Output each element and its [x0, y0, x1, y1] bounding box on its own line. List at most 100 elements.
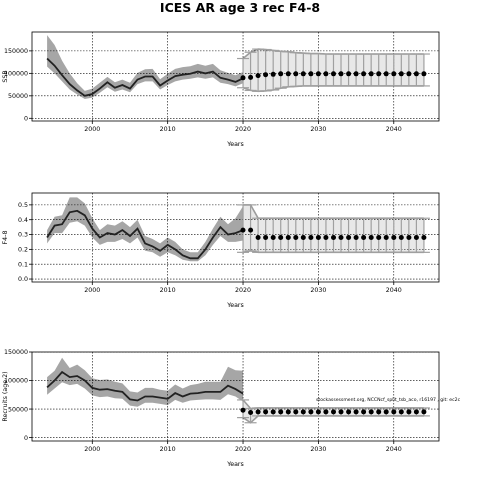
x-tick-label: 2030 [310, 446, 326, 453]
projection-point [308, 235, 314, 240]
projection-point [338, 71, 344, 77]
projection-errorbar [244, 51, 257, 92]
projection-point [398, 71, 404, 77]
projection-point [240, 227, 246, 233]
y-tick-label: 100000 [4, 378, 28, 385]
projection-point [255, 235, 261, 240]
x-tick-label: 2000 [84, 126, 100, 133]
y-tick-label: 50000 [8, 406, 28, 413]
projection-point [248, 74, 254, 80]
projection-point [323, 235, 329, 240]
projection-point [398, 235, 404, 240]
projection-point [346, 409, 352, 415]
projection-point [323, 409, 329, 415]
projection-point [240, 407, 246, 413]
x-tick-label: 2040 [386, 287, 402, 294]
projection-point [406, 409, 412, 415]
projection-point [248, 410, 254, 415]
projection-point [308, 409, 314, 415]
projection-point [353, 409, 359, 415]
projection-point [376, 409, 382, 415]
panel-rec: 2000 2010 2020 2030 2040 0 50000 100000 150000 Ye… [2, 349, 440, 468]
projection-point [391, 409, 397, 415]
x-tick-label: 2020 [235, 126, 251, 133]
projection-point [315, 235, 321, 240]
projection-point [278, 235, 284, 240]
y-tick-label: 100000 [4, 71, 28, 78]
y-tick-label: 0.1 [18, 261, 28, 268]
plot-area-ssb [32, 32, 439, 121]
projection-point [361, 235, 367, 240]
projection-point [376, 71, 382, 77]
x-tick-label: 2010 [160, 287, 176, 294]
panel-f: 2000 2010 2020 2030 2040 0.0 0.1 0.2 0.3 0.4 0.5 Ye… [2, 192, 440, 309]
projection-errorbar [417, 53, 430, 87]
x-axis-label: Years [226, 461, 244, 468]
x-tick-label: 2030 [310, 126, 326, 133]
projection-point [270, 235, 276, 240]
projection-point [368, 71, 374, 77]
x-tick-label: 2020 [235, 446, 251, 453]
median-line-ssb [46, 57, 244, 97]
projection-point [278, 71, 284, 77]
panels: 2000 2010 2020 2030 2040 0 50000 100000 150000 Ye… [2, 31, 461, 468]
confidence-band-f [47, 197, 243, 262]
confidence-band-ssb [47, 35, 243, 99]
projection-point [421, 235, 427, 240]
projection-point [293, 409, 299, 415]
projection-point [323, 71, 329, 77]
projection-point [383, 71, 389, 77]
confidence-band-rec [47, 357, 243, 407]
projection-errorbar [237, 57, 250, 89]
panel-ssb: 2000 2010 2020 2030 2040 0 50000 100000 150000 Ye… [2, 31, 440, 148]
y-tick-label: 150000 [4, 349, 28, 356]
x-tick-label: 2040 [386, 446, 402, 453]
y-tick-label: 0.5 [18, 202, 28, 209]
x-tick-label: 2010 [160, 446, 176, 453]
projection-point [315, 71, 321, 77]
projection-point [376, 235, 382, 240]
projection-point [285, 71, 291, 77]
projection-lower-rec [242, 415, 424, 424]
y-tick-label: 0 [24, 116, 28, 123]
x-tick-label: 2010 [160, 126, 176, 133]
figure-title: ICES AR age 3 rec F4-8 [160, 0, 320, 15]
projection-point [308, 71, 314, 77]
projection-point [300, 71, 306, 77]
projection-point [353, 235, 359, 240]
projection-point [270, 71, 276, 77]
projection-point [331, 409, 336, 415]
projection-point [368, 409, 374, 415]
projection-point [346, 71, 352, 77]
y-tick-label: 0 [24, 435, 28, 442]
projection-point [263, 409, 269, 415]
projection-point [255, 409, 261, 415]
projection-point [270, 409, 276, 415]
projection-point [331, 235, 336, 240]
axes-frame-ssb [31, 31, 440, 122]
projection-point [293, 235, 299, 240]
projection-point [338, 409, 344, 415]
projection-point [263, 235, 269, 240]
axes-frame-f [31, 192, 440, 283]
projection-point [421, 409, 427, 415]
projection-point [293, 71, 299, 77]
x-axis-label: Years [226, 302, 244, 309]
y-tick-label: 0.4 [18, 217, 28, 224]
projection-point [248, 227, 254, 233]
projection-point [413, 235, 419, 240]
y-tick-label: 0.0 [18, 276, 28, 283]
projection-point [413, 409, 419, 415]
projection-point [353, 71, 359, 77]
projection-point [413, 71, 419, 77]
plot-area-rec [32, 352, 439, 441]
y-axis-label: F4-8 [2, 231, 9, 245]
projection-point [315, 409, 321, 415]
projection-point [361, 71, 367, 77]
projection-point [331, 71, 336, 77]
projection-point [240, 75, 246, 81]
projection-errorbar [259, 48, 272, 92]
projection-point [361, 409, 367, 415]
projection-point [278, 409, 284, 415]
projection-point [285, 235, 291, 240]
